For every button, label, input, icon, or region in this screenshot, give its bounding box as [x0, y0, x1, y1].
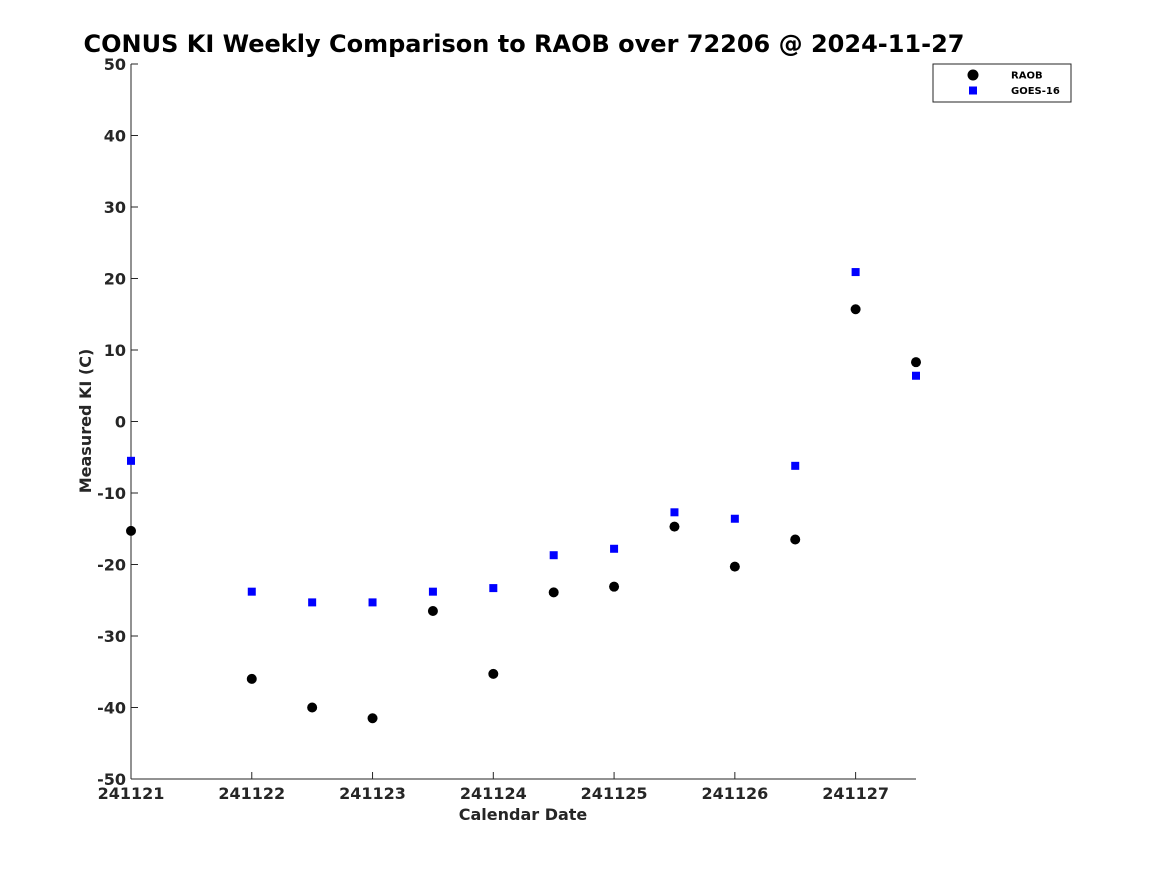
series-raob [126, 304, 921, 724]
goes-16-point [912, 371, 920, 380]
legend-box [932, 63, 1072, 103]
chart-title: CONUS KI Weekly Comparison to RAOB over … [84, 30, 965, 58]
raob-point [427, 605, 438, 616]
x-tick-label: 241123 [339, 784, 406, 803]
y-tick-label: -50 [97, 770, 126, 789]
raob-point [126, 525, 136, 536]
legend: RAOB GOES-16 [932, 63, 1072, 103]
axes [130, 64, 916, 780]
legend-marker-goes-16 [969, 86, 977, 95]
raob-point [246, 673, 257, 684]
goes-16-point [549, 551, 558, 560]
x-tick-label: 241127 [822, 784, 889, 803]
x-tick-label: 241126 [701, 784, 768, 803]
y-tick-label: -20 [97, 556, 126, 575]
y-tick-label: 10 [104, 341, 126, 360]
goes-16-point [489, 584, 498, 593]
y-tick-label: -40 [97, 699, 126, 718]
y-tick-label: 20 [104, 270, 126, 289]
y-tick-label: -30 [97, 627, 126, 646]
raob-point [548, 587, 559, 598]
goes-16-point [851, 268, 860, 277]
legend-items: RAOB GOES-16 [967, 69, 1060, 97]
series-goes-16 [127, 268, 920, 607]
legend-label: GOES-16 [1011, 86, 1060, 97]
y-tick-label: 50 [104, 55, 126, 74]
raob-point [609, 581, 620, 592]
y-tick-label: 40 [104, 127, 126, 146]
raob-point [729, 561, 740, 572]
y-tick-label: 30 [104, 198, 126, 217]
series-layer [126, 268, 921, 724]
goes-16-point [127, 456, 135, 465]
goes-16-point [308, 598, 317, 607]
goes-16-point [670, 508, 679, 517]
x-tick-label: 241121 [98, 784, 165, 803]
x-tick-label: 241122 [218, 784, 285, 803]
raob-point [790, 534, 801, 545]
x-tick-label: 241124 [460, 784, 527, 803]
y-ticks: 50 40 30 20 10 0 -10 -20 -30 -40 -50 [97, 55, 138, 789]
raob-point [911, 357, 921, 368]
legend-marker-raob [967, 69, 979, 81]
raob-point [307, 702, 318, 713]
raob-point [367, 713, 378, 724]
y-tick-label: 0 [115, 413, 126, 432]
goes-16-point [428, 587, 437, 596]
legend-label: RAOB [1011, 71, 1043, 82]
goes-16-point [791, 461, 800, 470]
goes-16-point [247, 587, 256, 596]
goes-16-point [368, 598, 377, 607]
raob-point [669, 521, 680, 532]
x-tick-label: 241125 [581, 784, 648, 803]
raob-point [488, 668, 499, 679]
raob-point [850, 304, 861, 315]
goes-16-point [610, 544, 619, 553]
x-ticks: 241121 241122 241123 241124 241125 241126 2411… [98, 772, 889, 803]
goes-16-point [730, 514, 739, 523]
x-axis-label: Calendar Date [459, 805, 588, 824]
y-axis-label: Measured KI (C) [76, 349, 95, 494]
y-tick-label: -10 [97, 484, 126, 503]
